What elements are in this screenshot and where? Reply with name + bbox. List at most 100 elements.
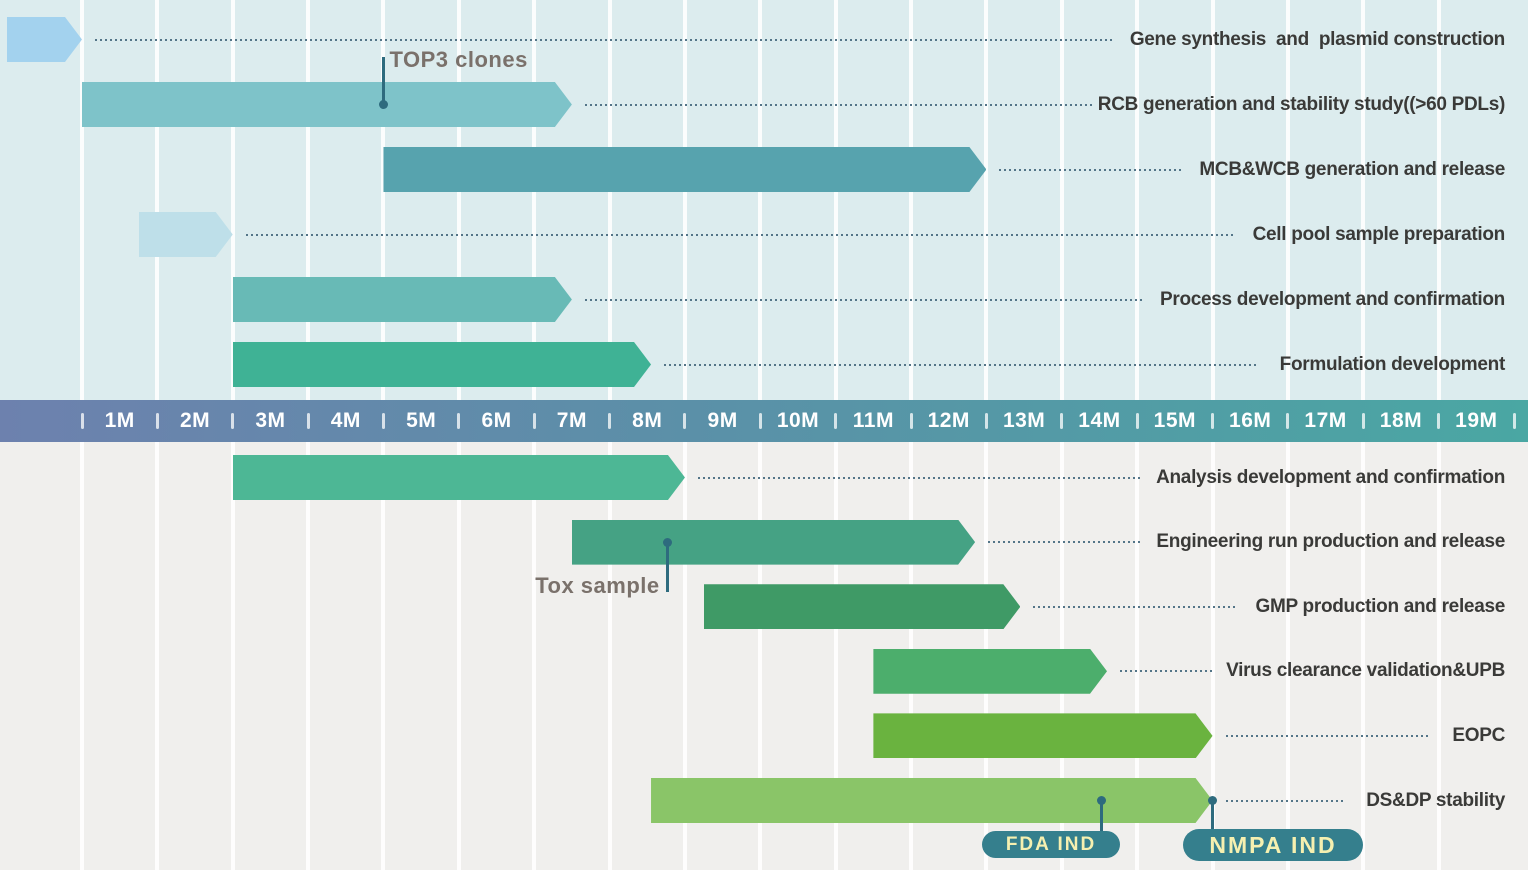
month-gridline: [1436, 442, 1441, 870]
axis-tick-separator: [306, 413, 310, 429]
task-label: Process development and confirmation: [1159, 288, 1505, 310]
milestone-badge: NMPA IND: [1183, 829, 1363, 861]
task-leader-line: [999, 168, 1181, 171]
task-leader-line: [1033, 605, 1238, 608]
month-gridline: [155, 442, 160, 870]
month-gridline: [1285, 0, 1290, 400]
month-gridline: [909, 0, 914, 400]
milestone-line: [1099, 800, 1103, 831]
month-gridline: [607, 442, 612, 870]
task-leader-line: [1120, 670, 1212, 673]
axis-tick-separator: [80, 413, 84, 429]
task-leader-line: [584, 298, 1144, 301]
axis-tick-separator: [155, 413, 159, 429]
task-label: Gene synthesis and plasmid construction: [1129, 28, 1505, 50]
month-gridline: [682, 442, 687, 870]
month-gridline: [758, 442, 763, 870]
axis-month-label: 19M: [1455, 409, 1498, 432]
axis-month-label: 10M: [776, 409, 820, 432]
axis-tick-separator: [381, 413, 385, 429]
milestone-label: TOP3 clones: [389, 46, 528, 72]
task-label: RCB generation and stability study((>60 …: [1097, 93, 1506, 115]
axis-tick-separator: [758, 413, 762, 429]
month-gridline: [984, 0, 989, 400]
axis-month-label: 17M: [1304, 409, 1347, 432]
task-label: Virus clearance validation&UPB: [1226, 660, 1505, 682]
task-bar: [704, 584, 1021, 629]
month-gridline: [456, 442, 461, 870]
month-gridline: [155, 0, 160, 400]
month-gridline: [80, 0, 84, 400]
task-bar: [82, 82, 572, 127]
timeline-axis: [0, 400, 1528, 442]
task-bar: [572, 520, 975, 565]
month-gridline: [456, 0, 461, 400]
milestone-label: Tox sample: [535, 573, 660, 599]
month-gridline: [758, 0, 763, 400]
month-gridline: [532, 442, 537, 870]
axis-month-label: 5M: [406, 409, 437, 432]
month-gridline: [230, 0, 235, 400]
month-gridline: [1361, 0, 1366, 400]
axis-tick-separator: [1286, 413, 1290, 429]
month-gridline: [306, 442, 311, 870]
month-gridline: [230, 442, 235, 870]
task-leader-line: [988, 541, 1140, 544]
task-bar: [139, 212, 233, 257]
task-label: MCB&WCB generation and release: [1199, 158, 1505, 180]
task-label: GMP production and release: [1255, 595, 1506, 617]
month-gridline: [682, 0, 687, 400]
axis-tick-separator: [909, 413, 913, 429]
task-label: Formulation development: [1279, 353, 1506, 375]
month-gridline: [1285, 442, 1290, 870]
task-bar: [233, 277, 572, 322]
axis-month-label: 1M: [104, 409, 135, 432]
axis-tick-separator: [608, 413, 612, 429]
task-bar: [873, 649, 1107, 694]
task-bar: [873, 713, 1212, 758]
month-gridline: [1135, 0, 1140, 400]
axis-tick-separator: [457, 413, 461, 429]
task-bar: [383, 147, 986, 192]
task-leader-line: [1225, 734, 1430, 737]
task-leader-line: [245, 233, 1233, 236]
axis-month-label: 13M: [1002, 409, 1046, 432]
task-bar: [651, 778, 1213, 823]
month-gridline: [1436, 0, 1441, 400]
axis-month-label: 14M: [1078, 409, 1121, 432]
axis-tick-separator: [532, 413, 536, 429]
month-gridline: [833, 0, 838, 400]
axis-month-label: 2M: [179, 409, 211, 432]
month-gridline: [1361, 442, 1366, 870]
axis-month-label: 15M: [1153, 409, 1197, 432]
task-leader-line: [1225, 799, 1345, 802]
task-leader-line: [95, 38, 1115, 41]
axis-tick-separator: [834, 413, 838, 429]
month-gridline: [306, 0, 311, 400]
month-gridline: [1135, 442, 1140, 870]
axis-month-label: 9M: [707, 409, 738, 432]
axis-month-label: 16M: [1229, 409, 1272, 432]
task-label: Analysis development and confirmation: [1156, 466, 1505, 488]
axis-tick-separator: [231, 413, 235, 429]
axis-month-label: 7M: [556, 409, 587, 432]
task-bar: [7, 17, 82, 62]
month-gridline: [607, 0, 612, 400]
task-leader-line: [697, 476, 1143, 479]
task-label: Engineering run production and release: [1156, 531, 1505, 553]
milestone-dot: [378, 100, 388, 109]
axis-tick-separator: [1361, 413, 1365, 429]
month-gridline: [80, 442, 84, 870]
axis-tick-separator: [1211, 413, 1215, 429]
task-bar: [233, 342, 651, 387]
task-label: EOPC: [1452, 724, 1505, 746]
axis-month-label: 6M: [481, 409, 512, 432]
task-leader-line: [584, 103, 1093, 106]
month-gridline: [381, 442, 386, 870]
axis-month-label: 8M: [632, 409, 663, 432]
axis-month-label: 12M: [927, 409, 970, 432]
month-gridline: [1210, 442, 1215, 870]
axis-tick-separator: [1135, 413, 1139, 429]
task-leader-line: [664, 363, 1256, 366]
